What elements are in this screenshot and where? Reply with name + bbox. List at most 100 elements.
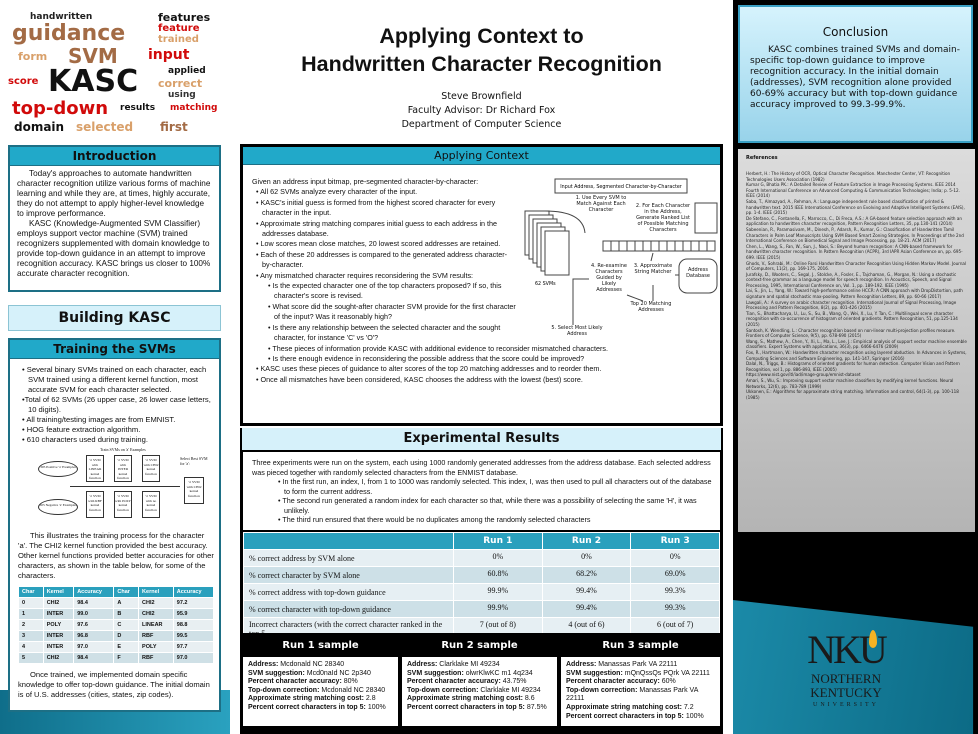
table-cell: 95.9 bbox=[172, 608, 215, 620]
step-3-label: 3. Approximate String Matcher bbox=[633, 263, 673, 275]
sample-line-address: Address: Manassas Park VA 22111 bbox=[566, 661, 678, 668]
applying-intro: Given an address input bitmap, pre-segme… bbox=[252, 177, 479, 186]
training-panel: Training the SVMs • Several binary SVMs … bbox=[8, 338, 221, 712]
col-header: Run 1 bbox=[453, 532, 543, 550]
result-value: 99.3% bbox=[630, 583, 720, 601]
results-bullet: • The second run generated a random inde… bbox=[278, 496, 697, 515]
sample-line-pct-acc: Percent character accuracy: 60% bbox=[566, 678, 676, 686]
training-diagram: Train SVMs on 'a' Examples 305 Positive … bbox=[10, 447, 219, 529]
svm-linear-box: 'a' SVM with LINEAR kernel function bbox=[86, 455, 104, 482]
word-top-down: top-down bbox=[12, 98, 109, 119]
run-sample-panel: Run 1 sample Address: Mcdonald NC 28340 SV… bbox=[242, 635, 399, 727]
training-bullet: • 610 characters used during training. bbox=[22, 435, 148, 444]
reference-item: Ghods, V., Sohrabi, M.: Online Farsi Han… bbox=[746, 260, 967, 272]
word-form: form bbox=[18, 50, 48, 63]
conclusion-panel: Conclusion KASC combines trained SVMs an… bbox=[738, 5, 973, 143]
table-cell: 97.6 bbox=[73, 619, 115, 631]
word-handwritten: handwritten bbox=[30, 12, 93, 22]
table-cell: 1 bbox=[18, 608, 44, 620]
word-input: input bbox=[148, 47, 190, 63]
table-cell: 3 bbox=[18, 630, 44, 642]
result-value: 99.9% bbox=[453, 600, 543, 618]
table-cell: D bbox=[113, 630, 140, 642]
metric-label: % correct address by SVM alone bbox=[243, 549, 454, 567]
sample-line-top5: Percent correct characters in top 5: 100… bbox=[248, 703, 386, 711]
building-kasc-banner: Building KASC bbox=[8, 305, 221, 331]
word-kasc: KASC bbox=[48, 64, 139, 99]
table-cell: A bbox=[113, 597, 140, 609]
table-cell: CHI2 bbox=[138, 597, 174, 609]
nku-logo-mark: NKU bbox=[807, 627, 888, 672]
reference-item: Kumar G, Bhatia PK.: A Detailed Review o… bbox=[746, 182, 960, 199]
result-value: 60.8% bbox=[453, 566, 543, 584]
reference-item: Ukkonen, E.: Algorithms for approximate … bbox=[746, 389, 959, 400]
result-value: 0% bbox=[541, 549, 632, 567]
author: Steve Brownfield bbox=[441, 91, 522, 102]
svms-label: 62 SVMs bbox=[535, 281, 556, 287]
table-cell: CHI2 bbox=[138, 608, 174, 620]
reference-item: Amari, S., Wu, S.: Improving support vec… bbox=[746, 377, 954, 389]
experimental-results-banner: Experimental Results bbox=[240, 428, 723, 452]
results-row: % correct character with top-down guidan… bbox=[243, 600, 720, 618]
word-matching: matching bbox=[170, 103, 218, 113]
right-column: Conclusion KASC combines trained SVMs an… bbox=[733, 0, 978, 734]
table-row: 5 CHI2 98.4 F RBF 97.0 bbox=[18, 652, 215, 664]
word-feature: feature bbox=[158, 23, 200, 34]
results-row: % correct address with top-down guidance… bbox=[243, 583, 720, 601]
word-results: results bbox=[120, 103, 156, 113]
sample-line-top5: Percent correct characters in top 5: 100… bbox=[566, 712, 704, 720]
table-cell: POLY bbox=[42, 619, 75, 631]
table-cell: 98.8 bbox=[172, 619, 215, 631]
step-4-label: 4. Re-examine Characters Guided by Likel… bbox=[590, 263, 627, 293]
table-cell: 99.0 bbox=[73, 608, 115, 620]
introduction-paragraph: Today's approaches to automate handwritt… bbox=[17, 169, 211, 218]
col-header: Run 3 bbox=[630, 532, 720, 550]
result-value: 99.4% bbox=[541, 583, 632, 601]
step-1-label: 1. Use Every SVM to Match Against Each C… bbox=[575, 195, 627, 213]
table-cell: LINEAR bbox=[138, 619, 174, 631]
run-sample-heading: Run 3 sample bbox=[561, 636, 720, 657]
diagram-title: Train SVMs on 'a' Examples bbox=[100, 447, 146, 452]
applying-bullet: • Is there enough evidence in reconsider… bbox=[268, 353, 585, 363]
table-row: 1 INTER 99.0 B CHI2 95.9 bbox=[18, 608, 215, 620]
applying-bullet: • Any mismatched character requires reco… bbox=[256, 270, 474, 280]
result-value: 99.3% bbox=[630, 600, 720, 618]
title-line-1: Applying Context to bbox=[379, 24, 584, 48]
reference-item[interactable]: https://www.nist.gov/itl/iad/image-group… bbox=[746, 372, 861, 378]
word-svm: SVM bbox=[68, 44, 118, 68]
sample-line-svm: SVM suggestion: Mcd0naId NC 2p340 bbox=[248, 669, 371, 677]
sample-line-cost: Approximate string matching cost: 8.6 bbox=[407, 695, 535, 703]
results-description: Three experiments were run on the system… bbox=[240, 452, 723, 532]
result-value: 0% bbox=[453, 549, 543, 567]
sample-line-svm: SVM suggestion: mQnQssQs PQrk VA 22111 bbox=[566, 669, 710, 677]
sample-line-pct-acc: Percent character accuracy: 80% bbox=[248, 678, 358, 686]
reference-item: Fox, R., Hartmann, W.: Handwritten chara… bbox=[746, 350, 967, 361]
reference-item: Saba, T., Almazyad, A., Rehman, A.: Lang… bbox=[746, 198, 965, 216]
reference-item: De Stefano, C., Fontanella, F., Marrocco… bbox=[746, 215, 962, 227]
col-header: Char bbox=[113, 586, 140, 598]
logo-kentucky: KENTUCKY bbox=[810, 685, 882, 700]
reference-item: Tian, S., Bhattacharya, U., Lu, S., Su, … bbox=[746, 310, 958, 328]
col-header: Run 2 bbox=[541, 532, 632, 550]
sample-line-correction: Top-down correction: Manassas Park VA 22… bbox=[566, 686, 698, 703]
col-header: Char bbox=[18, 586, 44, 598]
metric-label: % correct character by SVM alone bbox=[243, 566, 454, 584]
applying-bullet: • KASC's initial guess is formed from th… bbox=[256, 197, 496, 218]
sample-line-pct-acc: Percent character accuracy: 43.75% bbox=[407, 678, 527, 686]
metric-label: % correct character with top-down guidan… bbox=[243, 600, 454, 618]
step-5-label: 5. Select Most Likely Address bbox=[551, 325, 603, 337]
department: Department of Computer Science bbox=[401, 119, 562, 130]
selected-svm-box: 'a' SVM with CHI2 kernel function bbox=[184, 477, 204, 504]
table-cell: 97.0 bbox=[172, 652, 215, 664]
metric-label: % correct address with top-down guidance bbox=[243, 583, 454, 601]
applying-bullet: • All 62 SVMs analyze every character of… bbox=[256, 187, 418, 197]
training-bullet: • HOG feature extraction algorithm. bbox=[22, 425, 141, 434]
applying-bullet: • What score did the sought-after charac… bbox=[268, 301, 516, 322]
result-value: 0% bbox=[630, 549, 720, 567]
table-cell: 5 bbox=[18, 652, 44, 664]
results-table-wrap: Run 1 Run 2 Run 3 % correct address by SVM… bbox=[240, 530, 723, 641]
table-cell: RBF bbox=[138, 652, 174, 664]
reference-item: Jurafsky, D., Wooters, C., Segal, J., St… bbox=[746, 271, 957, 288]
word-applied: applied bbox=[168, 66, 206, 76]
introduction-paragraph: KASC (Knowledge-Augmented SVM Classifier… bbox=[17, 219, 211, 278]
